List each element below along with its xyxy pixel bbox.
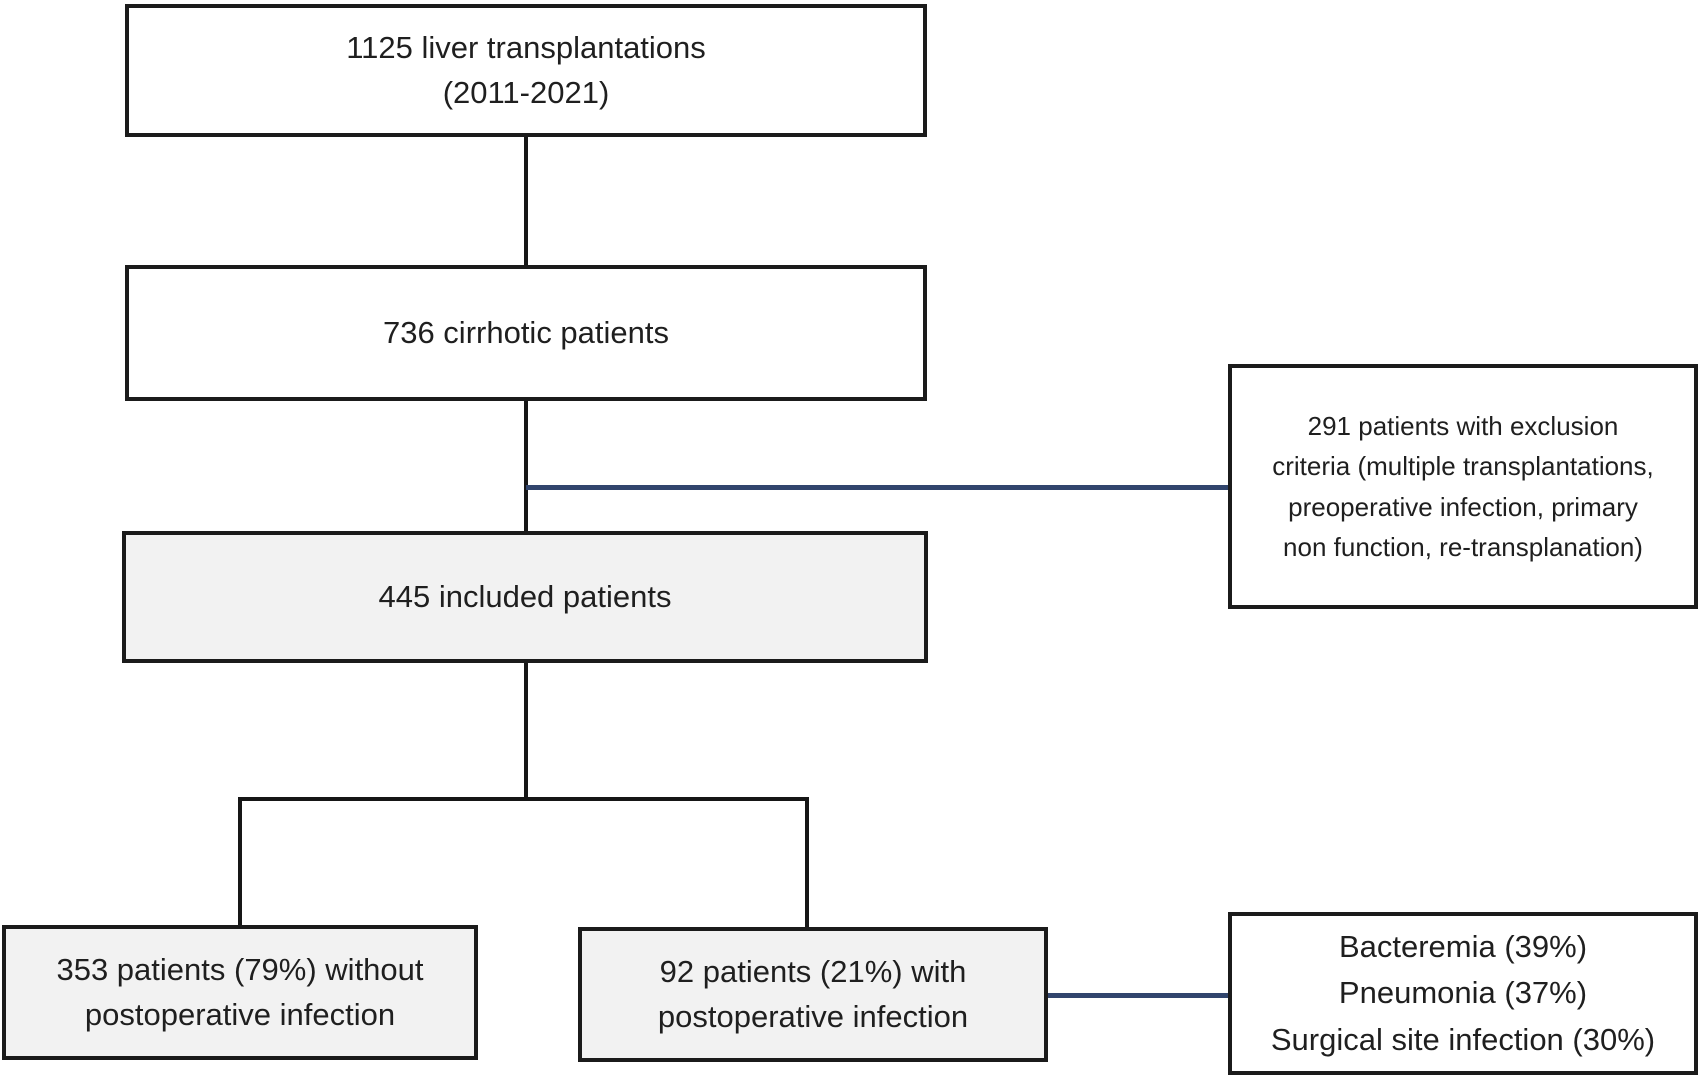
node-excluded-patients: 291 patients with exclusion criteria (mu… [1228, 364, 1698, 609]
node-text-line: Surgical site infection (30%) [1270, 1021, 1656, 1057]
connector-infection-types [1048, 993, 1228, 998]
connector-cirrhotic-to-included [524, 399, 528, 533]
node-text-line: postoperative infection [84, 996, 396, 1032]
node-text-line: criteria (multiple transplantations, [1272, 451, 1654, 482]
connector-top-to-cirrhotic [524, 135, 528, 267]
node-text-line: Bacteremia (39%) [1338, 928, 1588, 964]
node-text-line: 291 patients with exclusion [1307, 410, 1619, 441]
connector-split-horizontal [238, 797, 809, 801]
node-text-line: postoperative infection [657, 998, 969, 1034]
node-text-line: 92 patients (21%) with [659, 953, 967, 989]
node-text-line: Pneumonia (37%) [1338, 975, 1588, 1011]
node-text-line: (2011-2021) [442, 74, 610, 110]
node-text-line: 353 patients (79%) without [56, 951, 424, 987]
connector-excluded-patients [526, 485, 1228, 490]
node-infection-types: Bacteremia (39%) Pneumonia (37%) Surgica… [1228, 912, 1698, 1075]
node-without-postoperative-infection: 353 patients (79%) without postoperative… [2, 925, 478, 1060]
connector-split-to-without-infection [238, 799, 242, 927]
node-text-line: 1125 liver transplantations [346, 29, 706, 65]
node-cirrhotic-patients: 736 cirrhotic patients [125, 265, 927, 401]
node-text-line: preoperative infection, primary [1288, 491, 1638, 522]
node-text-line: non function, re-transplanation) [1283, 531, 1643, 562]
connector-split-to-with-infection [805, 799, 809, 929]
node-text-line: 445 included patients [378, 578, 672, 614]
node-liver-transplantations: 1125 liver transplantations (2011-2021) [125, 4, 927, 137]
node-with-postoperative-infection: 92 patients (21%) with postoperative inf… [578, 927, 1048, 1062]
connector-included-to-split [524, 661, 528, 799]
node-text-line: 736 cirrhotic patients [382, 314, 670, 350]
node-included-patients: 445 included patients [122, 531, 928, 663]
